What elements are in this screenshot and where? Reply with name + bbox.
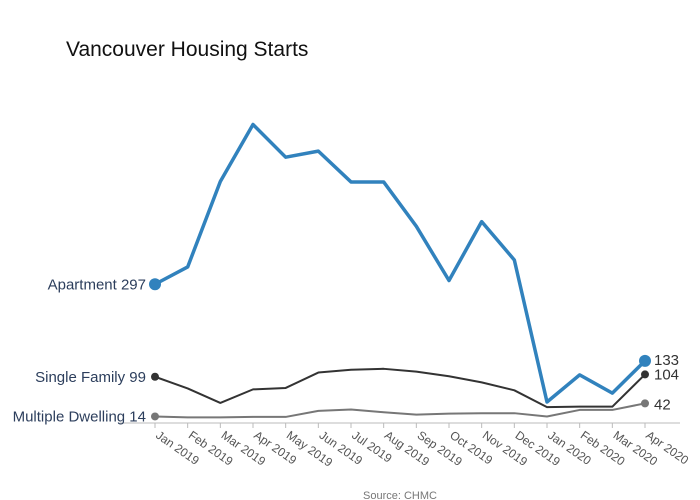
series-end-point-single-family [641, 370, 649, 379]
series-end-point-multiple-dwelling [641, 399, 649, 408]
series-start-label-multiple-dwelling: Multiple Dwelling 14 [13, 408, 146, 425]
series-end-label-single-family: 104 [654, 366, 679, 383]
series-start-label-single-family: Single Family 99 [35, 369, 146, 386]
chart-title: Vancouver Housing Starts [66, 38, 308, 61]
series-start-point-apartment [149, 278, 161, 291]
series-start-point-single-family [151, 372, 159, 381]
series-line-apartment [153, 122, 647, 404]
source-note: Source: CHMC [363, 490, 437, 500]
series-end-label-apartment: 133 [654, 352, 679, 369]
series-end-point-apartment [639, 354, 651, 367]
series-end-label-multiple-dwelling: 42 [654, 396, 671, 413]
series-start-point-multiple-dwelling [151, 412, 159, 421]
series-start-label-apartment: Apartment 297 [48, 276, 146, 293]
series-line-multiple-dwelling [154, 402, 646, 419]
series-line-single-family [154, 367, 646, 409]
